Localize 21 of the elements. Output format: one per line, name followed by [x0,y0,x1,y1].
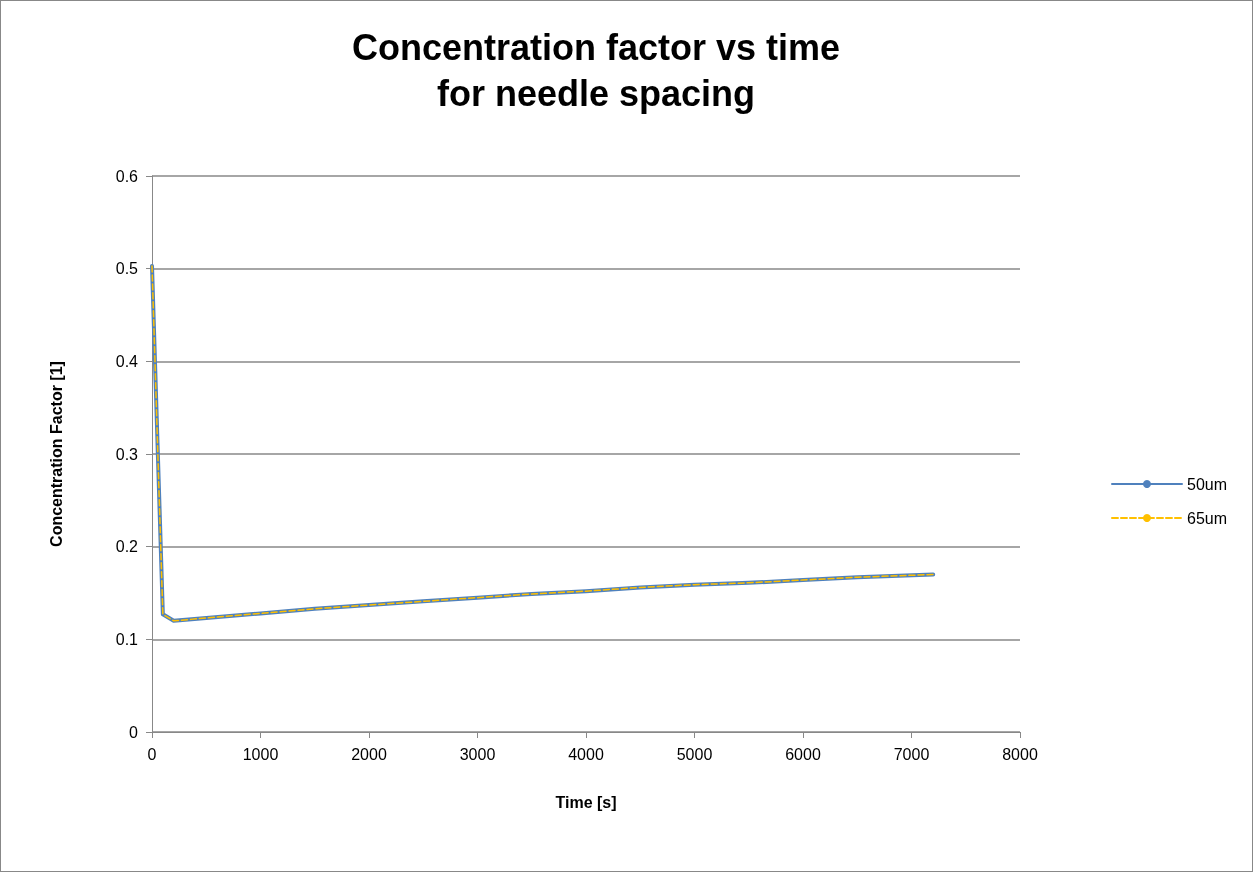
x-tick-label: 4000 [568,745,604,763]
x-tick-label: 0 [147,745,157,763]
y-tick-label: 0.4 [115,352,139,370]
legend-label: 50um [1186,475,1228,493]
x-tick-label: 8000 [1002,745,1038,763]
chart-title: Concentration factor vs time for needle spacing [351,26,841,114]
x-tick-label: 6000 [785,745,821,763]
y-tick-label: 0.6 [115,167,139,185]
y-axis-title: Concentration Factor [1] [47,361,65,547]
x-tick-label: 5000 [676,745,713,763]
y-tick-label: 0.3 [115,445,139,463]
y-tick-label: 0.2 [115,538,139,556]
x-tick-label: 2000 [351,745,387,763]
y-tick-label: 0.5 [115,260,139,278]
y-tick-label: 0 [129,723,139,741]
x-tick-label: 1000 [242,745,279,763]
x-axis-title: Time [s] [555,793,617,811]
legend-label: 65um [1186,509,1228,527]
x-tick-label: 7000 [893,745,930,763]
y-tick-label: 0.1 [115,630,139,648]
x-tick-label: 3000 [459,745,496,763]
